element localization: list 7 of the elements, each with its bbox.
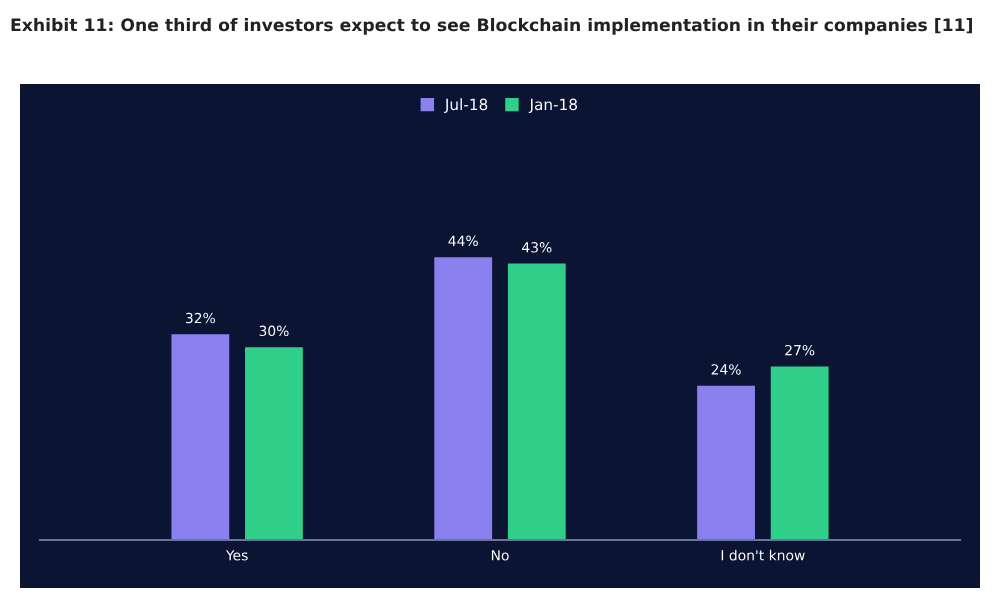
- chart-title: Exhibit 11: One third of investors expect to see Blockchain implementation in their companies [11]: [11, 18, 972, 35]
- bar: [434, 257, 493, 540]
- bar: [507, 263, 566, 540]
- bar: [171, 334, 230, 540]
- bar: [770, 366, 829, 540]
- bar: [245, 347, 303, 540]
- bar: [697, 385, 755, 540]
